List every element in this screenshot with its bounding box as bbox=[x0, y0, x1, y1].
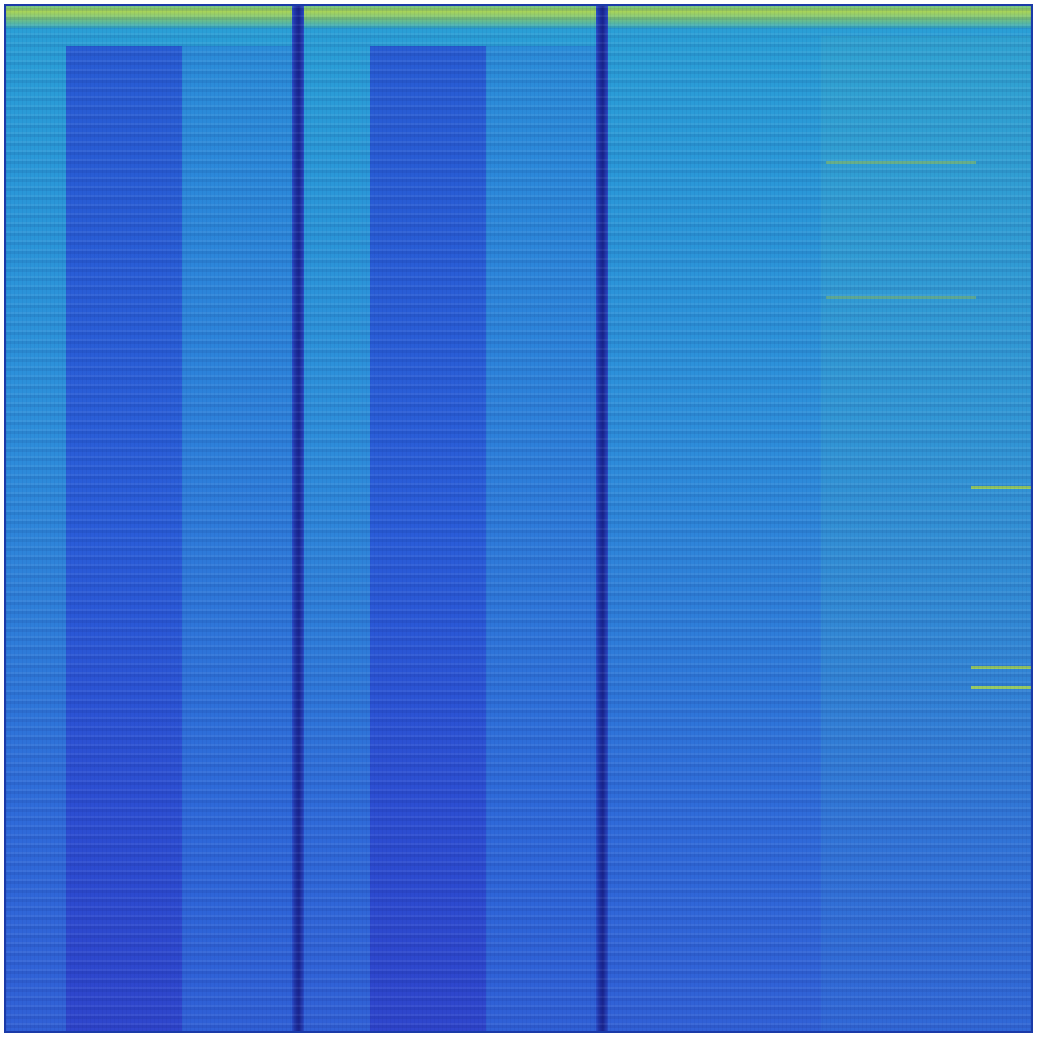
divider-stripe bbox=[596, 6, 608, 1031]
top-band bbox=[6, 6, 1031, 28]
column-texture bbox=[6, 6, 1031, 1031]
heatmap-image bbox=[4, 4, 1033, 1033]
row-texture bbox=[6, 6, 1031, 1031]
mid-region bbox=[182, 46, 292, 1031]
highlight-row bbox=[826, 296, 976, 299]
divider-stripe bbox=[292, 6, 304, 1031]
highlight-row bbox=[826, 161, 976, 164]
mid-region bbox=[486, 46, 596, 1031]
dark-region bbox=[370, 46, 486, 1031]
light-region bbox=[821, 36, 1031, 1031]
highlight-row bbox=[971, 666, 1031, 669]
highlight-row bbox=[971, 686, 1031, 689]
dark-region bbox=[66, 46, 182, 1031]
highlight-row bbox=[971, 486, 1031, 489]
